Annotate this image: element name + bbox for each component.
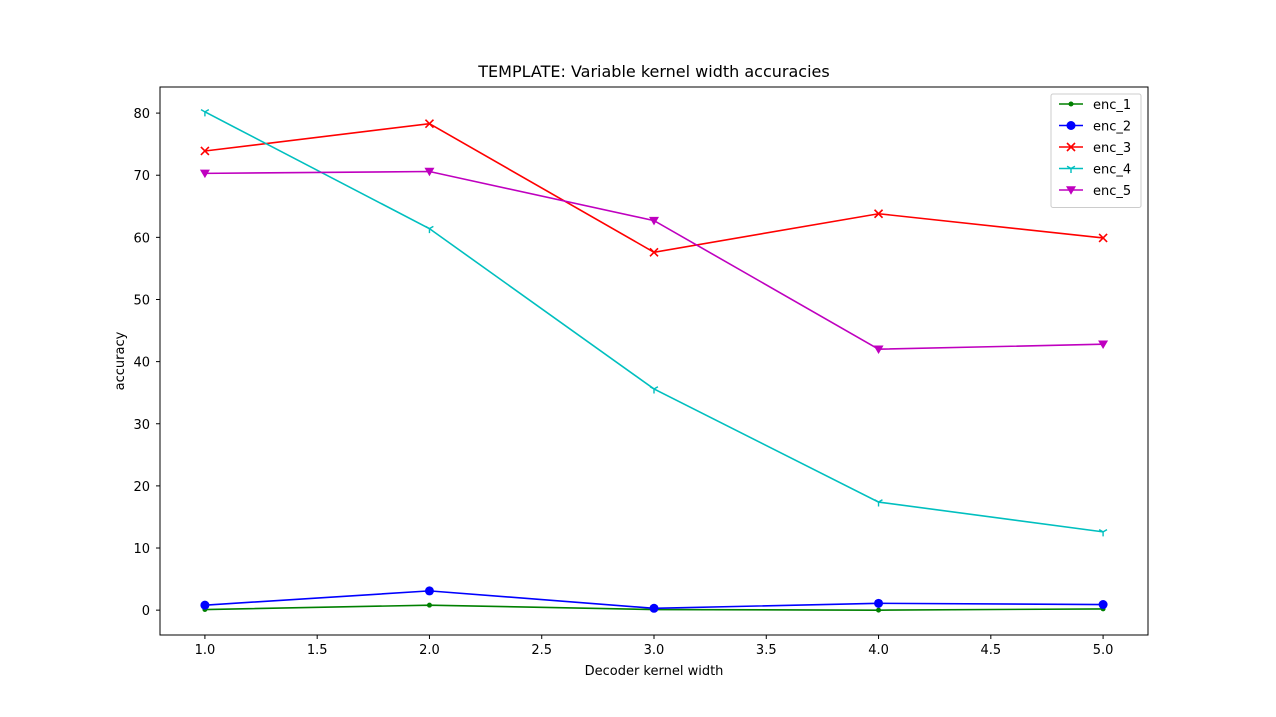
legend-marker (1066, 121, 1076, 130)
data-point (424, 119, 435, 129)
y-tick-label: 20 (133, 480, 150, 495)
data-point (200, 108, 210, 117)
data-point (424, 167, 435, 177)
legend-label: enc_1 (1093, 98, 1131, 113)
x-tick-label: 3.5 (756, 643, 777, 658)
data-point (200, 600, 210, 610)
legend-marker (1068, 101, 1074, 107)
legend-item: enc_4 (1059, 163, 1131, 178)
data-point (426, 602, 432, 608)
series-enc_2 (200, 586, 1108, 613)
data-point (1098, 529, 1108, 537)
data-point (424, 586, 434, 596)
legend-marker (1066, 186, 1076, 195)
x-tick-label: 3.0 (644, 643, 665, 658)
chart-title: TEMPLATE: Variable kernel width accuraci… (477, 62, 829, 81)
legend-marker (1066, 165, 1076, 173)
x-axis-label: Decoder kernel width (585, 664, 724, 679)
y-axis: 0 10 20 30 40 50 60 70 80 (133, 107, 160, 619)
series-group (199, 108, 1109, 613)
data-point (649, 603, 659, 613)
x-tick-label: 5.0 (1093, 643, 1114, 658)
y-tick-label: 50 (133, 293, 150, 308)
data-point (874, 499, 883, 507)
data-point (199, 169, 210, 179)
data-point (649, 247, 659, 257)
data-point (649, 386, 659, 394)
series-enc_5 (199, 167, 1109, 354)
data-point (873, 345, 884, 354)
legend-item: enc_1 (1059, 98, 1131, 113)
legend-label: enc_5 (1093, 184, 1131, 199)
data-point (649, 216, 659, 226)
data-point (1098, 600, 1108, 610)
x-tick-label: 4.0 (868, 643, 889, 658)
legend-label: enc_2 (1093, 120, 1131, 135)
x-tick-label: 1.5 (307, 643, 328, 658)
legend-item: enc_3 (1059, 141, 1131, 156)
data-point (425, 225, 434, 234)
y-tick-label: 10 (133, 542, 150, 557)
x-tick-label: 2.5 (531, 643, 552, 658)
y-axis-label: accuracy (113, 331, 128, 390)
x-tick-label: 4.5 (980, 643, 1001, 658)
legend-item: enc_2 (1059, 120, 1131, 135)
plot-background (160, 87, 1148, 635)
legend-marker (1066, 142, 1076, 152)
x-axis: 1.0 1.5 2.0 2.5 3.0 3.5 4.0 4.5 5.0 (195, 635, 1114, 658)
data-point (200, 146, 210, 156)
y-tick-label: 40 (133, 356, 150, 371)
plot-frame (159, 86, 1149, 636)
data-point (873, 209, 884, 219)
data-point (1098, 233, 1108, 243)
legend-item: enc_5 (1059, 184, 1131, 199)
y-tick-label: 60 (133, 231, 150, 246)
legend: enc_1 enc_2 enc_3 enc_4 enc_5 (1050, 93, 1142, 208)
series-enc_3 (200, 119, 1108, 257)
x-tick-label: 1.0 (195, 643, 216, 658)
data-point (874, 598, 884, 608)
legend-label: enc_3 (1093, 141, 1131, 156)
x-tick-label: 2.0 (419, 643, 440, 658)
y-tick-label: 70 (133, 169, 150, 184)
y-tick-label: 30 (133, 418, 150, 433)
y-tick-label: 0 (142, 604, 150, 619)
data-point (1098, 340, 1109, 349)
y-tick-label: 80 (133, 107, 150, 122)
legend-label: enc_4 (1093, 163, 1131, 178)
data-point (876, 607, 882, 613)
series-enc_4 (200, 108, 1108, 537)
plot-area (160, 87, 1148, 635)
